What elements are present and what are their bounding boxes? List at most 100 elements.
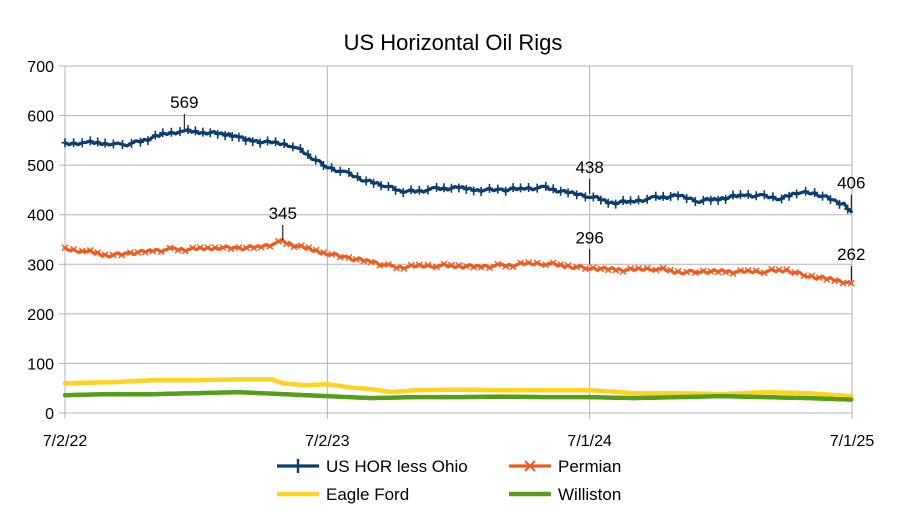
data-point-marker <box>328 250 336 258</box>
data-point-marker <box>589 264 597 272</box>
data-point-marker <box>274 237 282 245</box>
data-point-marker <box>228 132 236 142</box>
data-point-marker <box>635 195 643 205</box>
data-point-marker <box>266 242 274 250</box>
data-point-marker <box>455 261 463 269</box>
data-point-marker <box>211 244 219 252</box>
data-point-marker <box>136 137 144 147</box>
data-point-marker <box>297 242 305 250</box>
data-point-marker <box>736 266 744 274</box>
data-point-marker <box>199 127 207 137</box>
data-point-marker <box>589 192 597 202</box>
data-label: 296 <box>575 228 603 247</box>
data-point-marker <box>336 166 344 176</box>
data-point-marker <box>159 128 167 138</box>
data-point-marker <box>604 198 612 208</box>
x-tick-label: 7/1/24 <box>567 433 612 450</box>
data-point-marker <box>176 127 184 137</box>
data-point-marker <box>557 260 565 268</box>
series-us-hor-less-ohio <box>61 125 853 214</box>
data-point-marker <box>477 187 485 197</box>
data-point-marker <box>462 262 470 270</box>
legend-item: Eagle Ford <box>277 485 409 504</box>
data-point-marker <box>839 279 847 287</box>
y-tick-label: 600 <box>27 109 54 126</box>
data-point-marker <box>320 249 328 257</box>
data-point-marker <box>643 194 651 204</box>
data-point-marker <box>517 183 525 193</box>
data-point-marker <box>352 255 360 263</box>
data-point-marker <box>304 149 312 159</box>
data-point-marker <box>542 261 550 269</box>
data-point-marker <box>345 167 353 177</box>
data-point-marker <box>542 181 550 191</box>
data-point-marker <box>144 136 152 146</box>
data-point-marker <box>305 244 313 252</box>
data-point-marker <box>564 261 572 269</box>
data-point-marker <box>166 244 174 252</box>
data-point-marker <box>407 261 415 269</box>
data-point-marker <box>370 178 378 188</box>
data-point-marker <box>659 264 667 272</box>
data-point-marker <box>470 263 478 271</box>
legend-marker <box>524 460 536 472</box>
legend-label: Eagle Ford <box>326 485 409 504</box>
data-point-marker <box>525 258 533 266</box>
data-point-marker <box>235 132 243 142</box>
data-point-marker <box>643 264 651 272</box>
x-tick-label: 7/2/23 <box>305 433 350 450</box>
data-point-marker <box>722 194 730 204</box>
series-layer <box>61 125 855 402</box>
data-point-marker <box>134 248 142 256</box>
data-point-marker <box>619 195 627 205</box>
data-point-marker <box>674 267 682 275</box>
data-point-marker <box>502 186 510 196</box>
data-point-marker <box>736 190 744 200</box>
data-point-marker <box>729 269 737 277</box>
data-point-marker <box>549 259 557 267</box>
data-point-marker <box>257 243 265 251</box>
data-point-marker <box>280 139 288 149</box>
data-point-marker <box>415 185 423 195</box>
data-point-marker <box>296 144 304 154</box>
data-point-marker <box>328 163 336 173</box>
data-point-marker <box>141 248 149 256</box>
data-point-marker <box>126 249 134 257</box>
data-point-marker <box>400 265 408 273</box>
data-point-marker <box>844 204 852 214</box>
series-permian <box>61 237 855 287</box>
data-point-marker <box>109 139 117 149</box>
data-point-marker <box>70 138 78 148</box>
data-point-marker <box>699 267 707 275</box>
data-point-marker <box>312 155 320 165</box>
data-point-marker <box>181 247 189 255</box>
data-point-marker <box>149 247 157 255</box>
data-point-marker <box>533 259 541 267</box>
data-point-marker <box>440 260 448 268</box>
data-label: 438 <box>575 158 603 177</box>
data-point-marker <box>581 265 589 273</box>
data-point-marker <box>118 140 126 150</box>
data-point-marker <box>635 264 643 272</box>
legend-item: Permian <box>509 457 621 476</box>
data-point-marker <box>612 266 620 274</box>
data-point-marker <box>455 183 463 193</box>
data-point-marker <box>319 161 327 171</box>
data-point-marker <box>808 272 816 280</box>
data-point-marker <box>221 131 229 141</box>
data-point-marker <box>494 260 502 268</box>
data-point-marker <box>667 192 675 202</box>
data-point-marker <box>184 125 192 135</box>
data-point-marker <box>214 129 222 139</box>
data-point-marker <box>109 251 117 259</box>
x-tick-label: 7/1/25 <box>830 433 875 450</box>
data-point-marker <box>86 136 94 146</box>
data-point-marker <box>485 183 493 193</box>
data-point-marker <box>823 275 831 283</box>
data-point-marker <box>819 191 827 201</box>
data-point-marker <box>415 261 423 269</box>
data-point-marker <box>627 264 635 272</box>
legend-label: Williston <box>558 485 621 504</box>
data-label: 345 <box>269 204 297 223</box>
data-point-marker <box>151 130 159 140</box>
